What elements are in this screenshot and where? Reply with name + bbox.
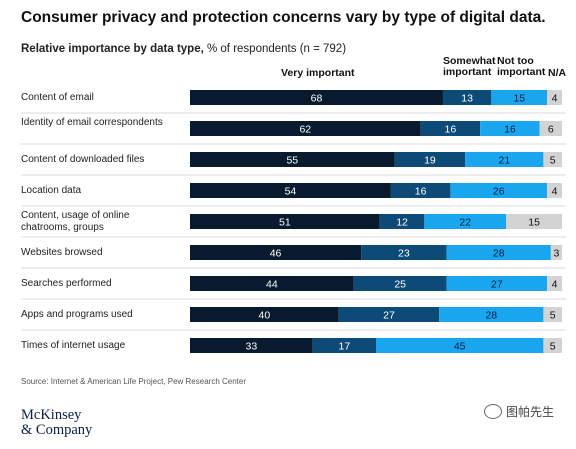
bar-segment [338, 307, 440, 322]
data-label: 21 [498, 155, 510, 167]
category-label: Content of email [21, 92, 94, 103]
category-label: Identity of email correspondents [21, 117, 163, 128]
bar-segment [190, 214, 380, 229]
data-label: 68 [311, 93, 323, 105]
bar-segment [442, 90, 492, 105]
data-label: 25 [394, 279, 406, 291]
data-label: 62 [299, 124, 311, 136]
data-label: 45 [454, 341, 466, 353]
bar-segment [390, 183, 451, 198]
data-label: 46 [270, 248, 282, 260]
category-label: Times of internet usage [21, 340, 126, 351]
bar-segment [190, 152, 395, 167]
subtitle-rest: % of respondents (n = 792) [203, 43, 347, 55]
category-label: Content, usage of online chatrooms, grou… [21, 210, 130, 233]
data-label: 4 [552, 93, 558, 105]
watermark-text: 图帕先生 [506, 405, 555, 419]
data-label: 27 [491, 279, 503, 291]
bar-segment [446, 245, 551, 260]
category-label: Searches performed [21, 278, 112, 289]
data-label: 16 [504, 124, 516, 136]
column-header-na: N/A [548, 67, 567, 79]
bar-segment [361, 245, 447, 260]
data-label: 16 [415, 186, 427, 198]
data-label: 5 [550, 310, 556, 322]
bar-segment [190, 338, 313, 353]
bar-segment [465, 152, 544, 167]
logo-line-2: & Company [21, 422, 93, 438]
category-label: Content of downloaded files [21, 154, 145, 165]
category-label: Apps and programs used [21, 309, 133, 320]
data-label: 23 [398, 248, 410, 260]
column-header-not-too-important: Not too important [497, 55, 546, 78]
data-label: 28 [485, 310, 497, 322]
bar-segment [439, 307, 544, 322]
bar-segment [480, 121, 540, 136]
bar-segment [312, 338, 376, 353]
bar-segment [190, 183, 391, 198]
data-label: 5 [550, 341, 556, 353]
bar-segment [190, 307, 339, 322]
bar-segment [424, 214, 507, 229]
data-label: 54 [285, 186, 297, 198]
bar-segment [491, 90, 548, 105]
wechat-icon [484, 404, 502, 419]
data-label: 13 [461, 93, 473, 105]
data-label: 33 [246, 341, 258, 353]
bar-segment [353, 276, 447, 291]
bar-segment [379, 214, 425, 229]
bar-segment [450, 183, 548, 198]
bar-segment [550, 245, 562, 260]
data-label: 19 [424, 155, 436, 167]
data-label: 22 [459, 217, 471, 229]
mckinsey-logo: McKinsey & Company [21, 408, 92, 438]
category-label: Location data [21, 185, 82, 196]
data-label: 4 [552, 279, 558, 291]
column-header-very-important: Very important [281, 67, 355, 79]
bar-segment [446, 276, 548, 291]
data-label: 51 [279, 217, 291, 229]
data-label: 12 [396, 217, 408, 229]
data-label: 28 [493, 248, 505, 260]
chart-subtitle: Relative importance by data type, % of r… [21, 43, 346, 55]
column-header-somewhat-important: Somewhat important [443, 55, 496, 78]
category-label: Websites browsed [21, 247, 103, 258]
bar-segment [420, 121, 481, 136]
logo-line-1: McKinsey [21, 407, 82, 423]
data-label: 6 [548, 124, 554, 136]
subtitle-bold: Relative importance by data type, [21, 43, 204, 55]
bar-segment [543, 152, 562, 167]
bar-segment [190, 276, 354, 291]
data-label: 15 [528, 217, 540, 229]
data-label: 16 [445, 124, 457, 136]
bar-segment [376, 338, 544, 353]
bar-segment [547, 276, 562, 291]
bar-segment [190, 121, 421, 136]
data-label: 27 [383, 310, 395, 322]
bar-segment [190, 90, 443, 105]
data-label: 44 [266, 279, 278, 291]
bar-segment [543, 338, 562, 353]
bar-segment [394, 152, 466, 167]
bar-segment [547, 90, 562, 105]
source-note: Source: Internet & American Life Project… [21, 377, 246, 386]
data-label: 40 [259, 310, 271, 322]
bar-segment [543, 307, 562, 322]
bar-segment [547, 183, 562, 198]
watermark: 图帕先生 [484, 403, 554, 420]
bar-segment [539, 121, 562, 136]
data-label: 26 [493, 186, 505, 198]
bar-segment [506, 214, 562, 229]
bar-segment [190, 245, 362, 260]
data-label: 3 [553, 248, 559, 260]
data-label: 15 [513, 93, 525, 105]
data-label: 4 [552, 186, 558, 198]
data-label: 5 [550, 155, 556, 167]
data-label: 55 [286, 155, 298, 167]
data-label: 17 [339, 341, 351, 353]
chart-title: Consumer privacy and protection concerns… [21, 9, 546, 26]
